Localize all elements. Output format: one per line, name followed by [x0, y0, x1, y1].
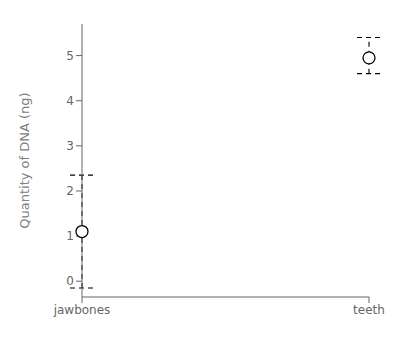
- svg-text:0: 0: [66, 274, 74, 288]
- svg-text:3: 3: [66, 139, 74, 153]
- svg-text:teeth: teeth: [353, 303, 385, 317]
- svg-text:jawbones: jawbones: [53, 303, 111, 317]
- svg-text:5: 5: [66, 49, 74, 63]
- svg-text:Quantity of DNA (ng): Quantity of DNA (ng): [17, 92, 32, 228]
- svg-text:2: 2: [66, 184, 74, 198]
- svg-text:4: 4: [66, 94, 74, 108]
- svg-text:1: 1: [66, 229, 74, 243]
